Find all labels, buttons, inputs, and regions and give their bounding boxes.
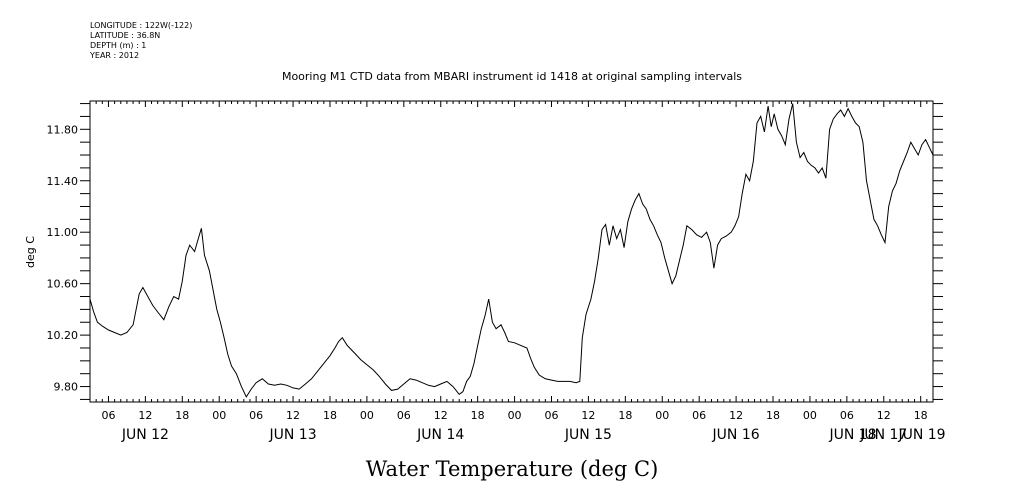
metadata-block: LONGITUDE : 122W(-122) LATITUDE : 36.8N … [90,21,192,61]
day-labels: JUN 12 JUN 13 JUN 14 JUN 15 JUN 16 JUN 17JUN … [121,427,946,443]
x-tick-label: 12 [138,409,152,422]
x-tick-label: 06 [692,409,706,422]
x-tick-label: 12 [729,409,743,422]
x-tick-label: 12 [877,409,891,422]
chart-title: Mooring M1 CTD data from MBARI instrumen… [282,70,742,83]
x-tick-label: 12 [286,409,300,422]
x-tick-label: 18 [471,409,485,422]
y-tick-label: 11.80 [47,123,79,136]
y-tick-label: 10.20 [47,329,79,342]
axis-ticks [80,101,943,402]
y-tick-label: 11.40 [47,175,79,188]
x-day-label: JUN 17 [859,427,907,443]
x-day-label: JUN 13 [268,427,316,443]
x-axis-title: Water Temperature (deg C) [366,457,659,481]
latitude-label: LATITUDE : 36.8N [90,31,161,40]
y-tick-label: 11.00 [47,226,79,239]
water-temperature-line [89,103,934,398]
y-tick-labels: 9.80 10.20 10.60 11.00 11.40 11.80 [47,123,79,393]
x-tick-label: 18 [618,409,632,422]
plot-frame [89,100,934,403]
x-tick-label: 06 [101,409,115,422]
x-tick-label: 18 [914,409,928,422]
x-day-label: JUN 18 [828,427,876,443]
x-day-label: JUN 19 [897,427,945,443]
x-tick-label: 06 [840,409,854,422]
x-tick-label: 00 [655,409,669,422]
x-day-label: JUN 16 [712,427,760,443]
x-tick-label: 06 [544,409,558,422]
x-tick-label: 06 [397,409,411,422]
x-tick-label: 00 [360,409,374,422]
y-tick-label: 10.60 [47,278,79,291]
x-tick-label: 12 [434,409,448,422]
x-tick-label: 00 [212,409,226,422]
x-tick-label: 18 [766,409,780,422]
x-tick-label: 18 [323,409,337,422]
x-day-label: JUN 12 [121,427,169,443]
y-tick-label: 9.80 [54,381,79,394]
x-tick-label: 00 [803,409,817,422]
longitude-label: LONGITUDE : 122W(-122) [90,21,193,30]
x-tick-label: 18 [175,409,189,422]
x-tick-label: 06 [249,409,263,422]
x-tick-labels: 06 12 18 00 06 12 18 00 06 12 18 00 06 12 18 00 06 12 18 00… [101,409,927,422]
x-day-label: JUN 15 [564,427,612,443]
x-day-label: JUN 14 [416,427,464,443]
x-tick-label: 12 [581,409,595,422]
depth-label: DEPTH (m) : 1 [90,41,147,50]
x-tick-label: 00 [508,409,522,422]
year-label: YEAR : 2012 [90,51,140,60]
y-axis-label: deg C [24,236,37,268]
